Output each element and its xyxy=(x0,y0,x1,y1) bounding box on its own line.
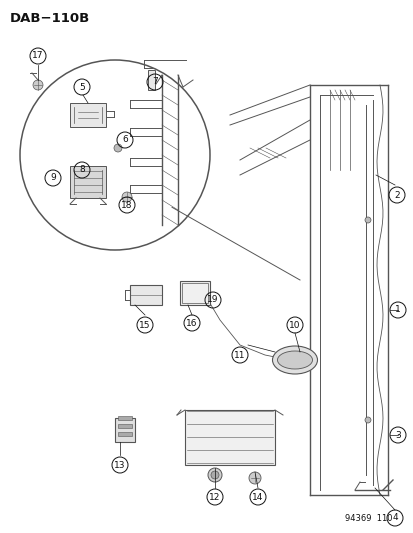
Text: 5: 5 xyxy=(79,83,85,92)
Circle shape xyxy=(33,80,43,90)
Text: 2: 2 xyxy=(393,190,399,199)
Bar xyxy=(70,103,106,127)
Text: 94369  110: 94369 110 xyxy=(344,514,392,523)
Text: 8: 8 xyxy=(79,166,85,174)
Text: 6: 6 xyxy=(122,135,128,144)
Circle shape xyxy=(248,472,260,484)
Bar xyxy=(130,285,161,305)
Bar xyxy=(118,432,132,436)
Bar xyxy=(180,281,209,305)
Text: DAB−110B: DAB−110B xyxy=(10,12,90,25)
Ellipse shape xyxy=(277,351,312,369)
Circle shape xyxy=(364,417,370,423)
Text: 7: 7 xyxy=(152,77,157,86)
Text: 14: 14 xyxy=(252,492,263,502)
Circle shape xyxy=(211,471,218,479)
Bar xyxy=(118,424,132,428)
Circle shape xyxy=(207,468,221,482)
Text: 4: 4 xyxy=(391,513,397,522)
Text: 17: 17 xyxy=(32,52,44,61)
Text: 19: 19 xyxy=(207,295,218,304)
Bar xyxy=(115,418,135,442)
Text: 3: 3 xyxy=(394,431,400,440)
Text: 16: 16 xyxy=(186,319,197,327)
Text: 9: 9 xyxy=(50,174,56,182)
Text: 18: 18 xyxy=(121,200,133,209)
Bar xyxy=(118,416,132,420)
Bar xyxy=(185,410,274,465)
Bar xyxy=(147,70,154,90)
Text: 10: 10 xyxy=(289,320,300,329)
Circle shape xyxy=(114,144,122,152)
Text: 11: 11 xyxy=(234,351,245,359)
Text: 1: 1 xyxy=(394,305,400,314)
Text: 12: 12 xyxy=(209,492,220,502)
Text: 13: 13 xyxy=(114,461,126,470)
Bar xyxy=(182,283,207,303)
Ellipse shape xyxy=(272,346,317,374)
Circle shape xyxy=(364,217,370,223)
Circle shape xyxy=(122,192,132,202)
Text: 15: 15 xyxy=(139,320,150,329)
Bar xyxy=(70,166,106,198)
